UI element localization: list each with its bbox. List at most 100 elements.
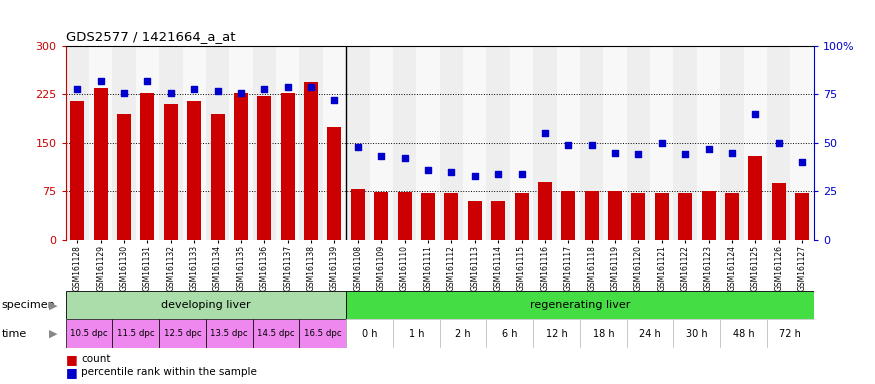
- Bar: [491, 201, 505, 240]
- Bar: [604, 46, 626, 240]
- Bar: [463, 46, 486, 240]
- Bar: [674, 46, 696, 240]
- Point: [164, 89, 178, 96]
- Point: [608, 149, 622, 156]
- Point: [491, 171, 505, 177]
- Bar: [696, 46, 720, 240]
- Bar: [183, 46, 206, 240]
- Bar: [117, 114, 131, 240]
- Point: [632, 151, 646, 157]
- Text: 12 h: 12 h: [546, 328, 568, 339]
- Text: 72 h: 72 h: [780, 328, 802, 339]
- Point: [561, 142, 575, 148]
- Bar: [561, 191, 575, 240]
- Bar: [397, 192, 411, 240]
- Text: percentile rank within the sample: percentile rank within the sample: [81, 367, 257, 377]
- Point: [514, 171, 528, 177]
- Bar: [112, 46, 136, 240]
- Bar: [66, 46, 89, 240]
- Bar: [374, 192, 388, 240]
- Bar: [70, 101, 84, 240]
- Point: [702, 146, 716, 152]
- Bar: [257, 96, 271, 240]
- Bar: [608, 191, 622, 240]
- Point: [795, 159, 809, 165]
- Bar: [229, 46, 253, 240]
- Bar: [720, 319, 767, 348]
- Bar: [164, 104, 178, 240]
- Text: ▶: ▶: [49, 300, 58, 311]
- Bar: [626, 46, 650, 240]
- Text: developing liver: developing liver: [161, 300, 251, 311]
- Bar: [772, 183, 786, 240]
- Bar: [580, 319, 626, 348]
- Bar: [650, 46, 674, 240]
- Bar: [533, 46, 556, 240]
- Text: 11.5 dpc: 11.5 dpc: [117, 329, 155, 338]
- Bar: [468, 201, 482, 240]
- Point: [257, 86, 271, 92]
- Bar: [206, 319, 253, 348]
- Bar: [674, 319, 720, 348]
- Bar: [66, 291, 346, 319]
- Bar: [323, 46, 346, 240]
- Bar: [211, 114, 225, 240]
- Bar: [654, 193, 668, 240]
- Bar: [159, 46, 183, 240]
- Bar: [234, 93, 248, 240]
- Point: [468, 173, 482, 179]
- Point: [70, 86, 84, 92]
- Bar: [327, 127, 341, 240]
- Bar: [440, 46, 463, 240]
- Point: [187, 86, 201, 92]
- Bar: [299, 46, 323, 240]
- Text: 16.5 dpc: 16.5 dpc: [304, 329, 341, 338]
- Bar: [538, 182, 552, 240]
- Point: [117, 89, 131, 96]
- Bar: [556, 46, 580, 240]
- Text: 6 h: 6 h: [502, 328, 518, 339]
- Bar: [678, 193, 692, 240]
- Bar: [720, 46, 744, 240]
- Text: 48 h: 48 h: [732, 328, 754, 339]
- Bar: [626, 319, 674, 348]
- Text: 14.5 dpc: 14.5 dpc: [257, 329, 295, 338]
- Bar: [89, 46, 112, 240]
- Text: 30 h: 30 h: [686, 328, 708, 339]
- Bar: [514, 193, 528, 240]
- Point: [141, 78, 155, 84]
- Bar: [393, 319, 440, 348]
- Bar: [748, 156, 762, 240]
- Text: 18 h: 18 h: [592, 328, 614, 339]
- Bar: [744, 46, 767, 240]
- Point: [327, 97, 341, 103]
- Bar: [421, 193, 435, 240]
- Text: 10.5 dpc: 10.5 dpc: [70, 329, 108, 338]
- Bar: [346, 291, 814, 319]
- Bar: [510, 46, 533, 240]
- Point: [772, 140, 786, 146]
- Point: [374, 153, 388, 159]
- Bar: [533, 319, 580, 348]
- Bar: [276, 46, 299, 240]
- Text: specimen: specimen: [2, 300, 55, 311]
- Bar: [487, 319, 533, 348]
- Text: 24 h: 24 h: [640, 328, 661, 339]
- Point: [234, 89, 248, 96]
- Bar: [632, 193, 646, 240]
- Bar: [795, 193, 809, 240]
- Bar: [299, 319, 346, 348]
- Bar: [790, 46, 814, 240]
- Point: [421, 167, 435, 173]
- Bar: [159, 319, 206, 348]
- Bar: [112, 319, 159, 348]
- Point: [211, 88, 225, 94]
- Bar: [580, 46, 604, 240]
- Bar: [702, 191, 716, 240]
- Text: 13.5 dpc: 13.5 dpc: [211, 329, 248, 338]
- Point: [584, 142, 598, 148]
- Text: ■: ■: [66, 353, 77, 366]
- Point: [538, 130, 552, 136]
- Bar: [346, 319, 393, 348]
- Point: [444, 169, 458, 175]
